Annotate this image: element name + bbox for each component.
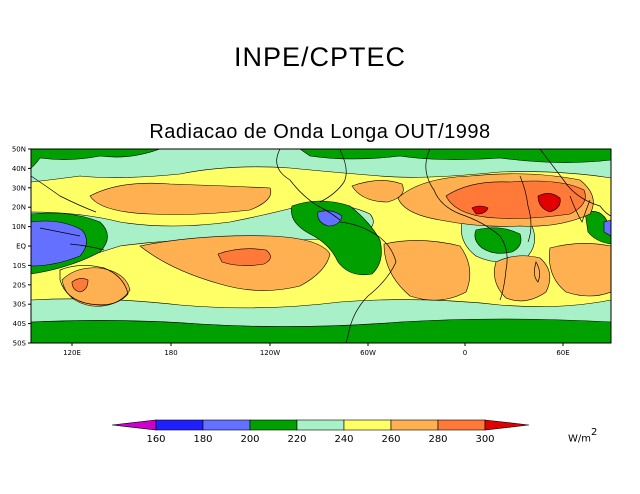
lat-label-50n: 50N xyxy=(12,146,26,154)
colorbar-tick-240: 240 xyxy=(334,434,353,445)
northern-green-patch-2 xyxy=(299,149,611,163)
lon-label-180: 180 xyxy=(164,349,177,357)
arabia-red xyxy=(537,193,561,213)
coast-madagascar xyxy=(534,261,540,283)
coast-south-america xyxy=(339,221,397,343)
lon-label-60e: 60E xyxy=(556,349,569,357)
lat-label-30n: 30N xyxy=(12,184,26,192)
colorbar-180-200 xyxy=(202,419,251,431)
map-title: Radiacao de Onda Longa OUT/1998 xyxy=(149,121,491,143)
colorbar-tick-280: 280 xyxy=(428,434,447,445)
lon-label-0: 0 xyxy=(463,349,467,357)
colorbar-tick-180: 180 xyxy=(193,434,212,445)
lat-label-eq: EQ xyxy=(16,243,26,251)
coast-australia xyxy=(59,265,129,306)
lat-label-40s: 40S xyxy=(13,320,27,328)
coast-india xyxy=(569,195,591,223)
coast-africa-europe xyxy=(425,149,532,301)
south-indian-orange xyxy=(549,243,611,297)
colorbar-tick-300: 300 xyxy=(475,434,494,445)
central-pacific-dark-orange xyxy=(217,248,271,266)
lat-label-30s: 30S xyxy=(13,301,27,309)
maritime-blue xyxy=(31,220,87,267)
north-pacific-orange xyxy=(89,182,272,215)
lat-label-10n: 10N xyxy=(12,223,26,231)
colorbar-low-arrow xyxy=(111,419,157,431)
southern-light-band xyxy=(31,298,611,327)
lat-axis: 50N 40N 30N 20N 10N EQ 10S 20S 30S 40S 5… xyxy=(12,146,31,348)
sahara-dark-orange xyxy=(445,180,586,219)
coast-indonesia xyxy=(39,227,105,251)
south-africa-orange xyxy=(494,255,551,302)
colorbar-280-300 xyxy=(437,419,486,431)
colorbar-tick-260: 260 xyxy=(381,434,400,445)
colorbar-tick-160: 160 xyxy=(146,434,165,445)
colorbar-160-180 xyxy=(155,419,204,431)
unit-exponent: 2 xyxy=(591,427,598,438)
northern-green-patch-1 xyxy=(31,149,161,169)
coastlines xyxy=(31,149,611,343)
south-atlantic-orange xyxy=(383,240,471,301)
africa-green-inner xyxy=(474,227,522,254)
colorbar-200-220 xyxy=(249,419,298,431)
colorbar-unit: W/m2 xyxy=(568,427,598,445)
australia-orange xyxy=(61,267,131,307)
lon-label-60w: 60W xyxy=(360,349,376,357)
colorbar-high-arrow xyxy=(484,419,530,431)
caribbean-blue xyxy=(317,210,343,227)
colorbar-tick-200: 200 xyxy=(240,434,259,445)
sahara-red xyxy=(471,205,489,215)
north-atlantic-orange xyxy=(351,180,404,203)
lon-label-120e: 120E xyxy=(63,349,81,357)
colorbar: 160 180 200 220 240 260 280 300 xyxy=(111,419,530,445)
lat-label-20s: 20S xyxy=(13,281,27,289)
lat-label-10s: 10S xyxy=(13,262,27,270)
lon-axis: 120E 180 120W 60W 0 60E xyxy=(63,343,570,357)
lon-label-120w: 120W xyxy=(260,349,280,357)
coast-north-america xyxy=(276,149,347,221)
lat-label-50s: 50S xyxy=(13,340,27,348)
olr-field xyxy=(31,149,611,343)
australia-dark-orange xyxy=(71,278,89,293)
page-title: INPE/CPTEC xyxy=(233,42,407,72)
colorbar-220-240 xyxy=(296,419,345,431)
colorbar-tick-220: 220 xyxy=(287,434,306,445)
lat-label-20n: 20N xyxy=(12,204,26,212)
indian-ocean-blue xyxy=(603,219,611,237)
colorbar-240-260 xyxy=(343,419,392,431)
unit-text: W/m xyxy=(568,433,591,445)
colorbar-260-280 xyxy=(390,419,439,431)
americas-green xyxy=(291,200,382,276)
coast-asia xyxy=(31,149,611,217)
lat-label-40n: 40N xyxy=(12,165,26,173)
